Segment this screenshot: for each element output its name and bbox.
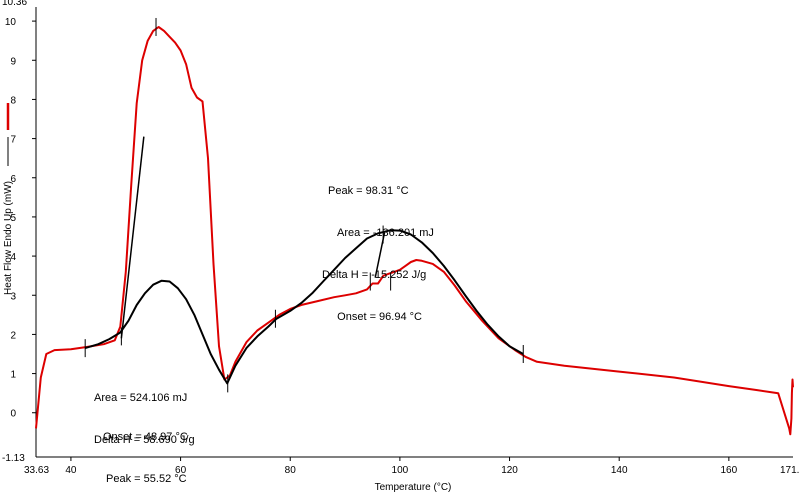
x-tick-label: 160 <box>721 465 738 476</box>
y-tick-label: 1 <box>10 370 16 381</box>
annotation-line: Onset = 48.97 °C <box>103 431 188 443</box>
x-tick-label: 140 <box>611 465 628 476</box>
annotation-line: Peak = 98.31 °C <box>328 185 409 197</box>
x-tick-label: 120 <box>501 465 518 476</box>
y-tick-label: 9 <box>10 56 16 67</box>
plot-area <box>35 17 794 436</box>
y-tick-label: 8 <box>10 95 16 106</box>
x-axis-title: Temperature (°C) <box>375 482 452 493</box>
x-max-label: 171.7 <box>780 465 800 476</box>
tangent-line <box>120 136 145 339</box>
annotation-peak1-area: Area = 524.106 mJ Delta H = 58.690 J/g <box>94 363 195 461</box>
series-red-curve <box>35 26 794 436</box>
y-max-label: 10.36 <box>2 0 27 8</box>
y-tick-label: 7 <box>10 135 16 146</box>
annotation-line: Delta H = -15.252 J/g <box>322 269 427 281</box>
x-min-label: 33.63 <box>24 465 49 476</box>
annotation-peak1-onset: Onset = 48.97 °C Peak = 55.52 °C <box>103 402 188 500</box>
y-tick-label: 3 <box>10 291 16 302</box>
annotation-line: Delta H = 58.690 J/g <box>94 434 195 446</box>
y-tick-label: 2 <box>10 330 16 341</box>
y-min-label: -1.13 <box>2 453 25 464</box>
y-tick-label: 5 <box>10 213 16 224</box>
y-tick-label: 4 <box>10 252 16 263</box>
axes <box>35 7 793 458</box>
x-tick-label: 80 <box>285 465 297 476</box>
y-axis-title: Heat Flow Endo Up (mW) <box>3 181 14 295</box>
series-black-curve <box>84 229 524 385</box>
x-tick-label: 60 <box>175 465 187 476</box>
x-tick-label: 40 <box>65 465 77 476</box>
annotation-line: Onset = 96.94 °C <box>328 311 422 323</box>
y-tick-label: 0 <box>10 409 16 420</box>
y-tick-label: 10 <box>5 17 17 28</box>
x-tick-label: 100 <box>392 465 409 476</box>
annotation-peak2: Peak = 98.31 °C Area = -136.201 mJ Delta… <box>322 156 434 338</box>
annotation-line: Peak = 55.52 °C <box>103 473 187 485</box>
y-tick-label: 6 <box>10 174 16 185</box>
annotation-line: Area = 524.106 mJ <box>94 392 188 404</box>
annotation-line: Area = -136.201 mJ <box>337 227 434 239</box>
